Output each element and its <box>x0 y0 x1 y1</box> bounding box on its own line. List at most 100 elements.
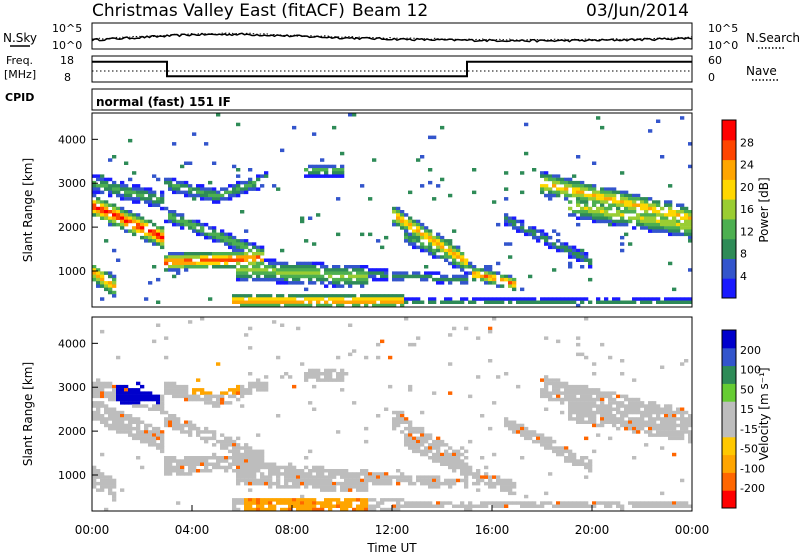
heatmap-cell <box>284 281 289 285</box>
heatmap-cell <box>632 378 637 382</box>
heatmap-cell <box>344 294 349 298</box>
heatmap-cell <box>300 504 305 508</box>
heatmap-cell <box>520 426 525 431</box>
heatmap-cell <box>624 394 629 399</box>
heatmap-cell <box>236 248 241 253</box>
heatmap-cell <box>516 423 521 428</box>
heatmap-cell <box>628 420 633 424</box>
heatmap-cell <box>360 478 365 483</box>
heatmap-cell <box>236 245 241 250</box>
heatmap-cell <box>312 242 317 246</box>
heatmap-cell <box>404 297 409 301</box>
heatmap-cell <box>368 498 373 502</box>
heatmap-cell <box>372 478 377 483</box>
heatmap-cell <box>424 478 429 483</box>
heatmap-cell <box>284 372 289 376</box>
heatmap-cell <box>504 501 509 505</box>
heatmap-cell <box>168 184 173 188</box>
heatmap-cell <box>252 462 257 466</box>
heatmap-cell <box>484 300 489 304</box>
heatmap-cell <box>348 472 353 476</box>
heatmap-cell <box>292 472 297 476</box>
heatmap-cell <box>188 187 193 191</box>
heatmap-cell <box>288 465 293 470</box>
heatmap-cell <box>680 222 685 227</box>
heatmap-cell <box>632 420 637 424</box>
heatmap-cell <box>356 281 361 285</box>
heatmap-cell <box>620 372 625 376</box>
heatmap-cell <box>604 300 609 304</box>
heatmap-cell <box>292 300 297 304</box>
heatmap-cell <box>172 142 177 146</box>
heatmap-cell <box>444 501 449 505</box>
heatmap-cell <box>668 297 673 301</box>
heatmap-cell <box>560 384 565 389</box>
heatmap-cell <box>596 404 601 408</box>
heatmap-cell <box>540 229 545 233</box>
heatmap-cell <box>172 426 177 431</box>
cpid-text: normal (fast) 151 IF <box>96 95 231 109</box>
heatmap-cell <box>308 372 313 376</box>
heatmap-cell <box>548 193 553 198</box>
heatmap-cell <box>624 300 629 304</box>
heatmap-cell <box>400 216 405 220</box>
heatmap-cell <box>544 375 549 379</box>
heatmap-cell <box>624 423 629 428</box>
heatmap-cell <box>184 265 189 269</box>
heatmap-cell <box>124 222 129 227</box>
heatmap-cell <box>648 433 653 437</box>
heatmap-cell <box>504 485 509 489</box>
heatmap-cell <box>428 168 433 172</box>
heatmap-cell <box>324 277 329 282</box>
heatmap-cell <box>372 277 377 282</box>
heatmap-cell <box>244 187 249 191</box>
heatmap-cell <box>424 475 429 479</box>
heatmap-cell <box>240 277 245 282</box>
heatmap-cell <box>684 216 689 220</box>
heatmap-cell <box>504 187 509 191</box>
heatmap-cell <box>304 475 309 479</box>
heatmap-cell <box>532 168 537 172</box>
heatmap-cell <box>116 410 121 415</box>
heatmap-cell <box>560 180 565 185</box>
heatmap-cell <box>232 507 237 512</box>
heatmap-cell <box>116 414 121 418</box>
heatmap-cell <box>568 397 573 402</box>
heatmap-cell <box>396 417 401 421</box>
heatmap-cell <box>452 255 457 259</box>
heatmap-cell <box>328 472 333 476</box>
heatmap-cell <box>564 193 569 198</box>
heatmap-cell <box>420 222 425 227</box>
heatmap-cell <box>560 177 565 182</box>
heatmap-cell <box>280 274 285 279</box>
heatmap-cell <box>104 184 109 188</box>
heatmap-cell <box>688 300 693 304</box>
heatmap-cell <box>488 277 493 282</box>
heatmap-cell <box>332 171 337 175</box>
heatmap-cell <box>484 481 489 486</box>
heatmap-cell <box>256 271 261 275</box>
heatmap-cell <box>556 388 561 392</box>
heatmap-cell <box>620 414 625 418</box>
heatmap-cell <box>508 501 513 505</box>
heatmap-cell <box>96 177 101 182</box>
heatmap-cell <box>276 277 281 282</box>
heatmap-cell <box>184 388 189 392</box>
heatmap-cell <box>688 433 693 437</box>
heatmap-cell <box>368 504 373 508</box>
heatmap-cell <box>196 459 201 463</box>
heatmap-cell <box>244 475 249 479</box>
heatmap-cell <box>588 388 593 392</box>
heatmap-cell <box>432 391 437 395</box>
heatmap-cell <box>472 190 477 195</box>
heatmap-cell <box>572 391 577 395</box>
heatmap-cell <box>552 384 557 389</box>
heatmap-cell <box>492 317 497 321</box>
heatmap-cell <box>608 391 613 395</box>
heatmap-cell <box>360 300 365 304</box>
heatmap-cell <box>156 242 161 246</box>
heatmap-cell <box>248 168 253 172</box>
heatmap-cell <box>680 210 685 214</box>
heatmap-cell <box>660 446 665 450</box>
heatmap-cell <box>324 478 329 483</box>
